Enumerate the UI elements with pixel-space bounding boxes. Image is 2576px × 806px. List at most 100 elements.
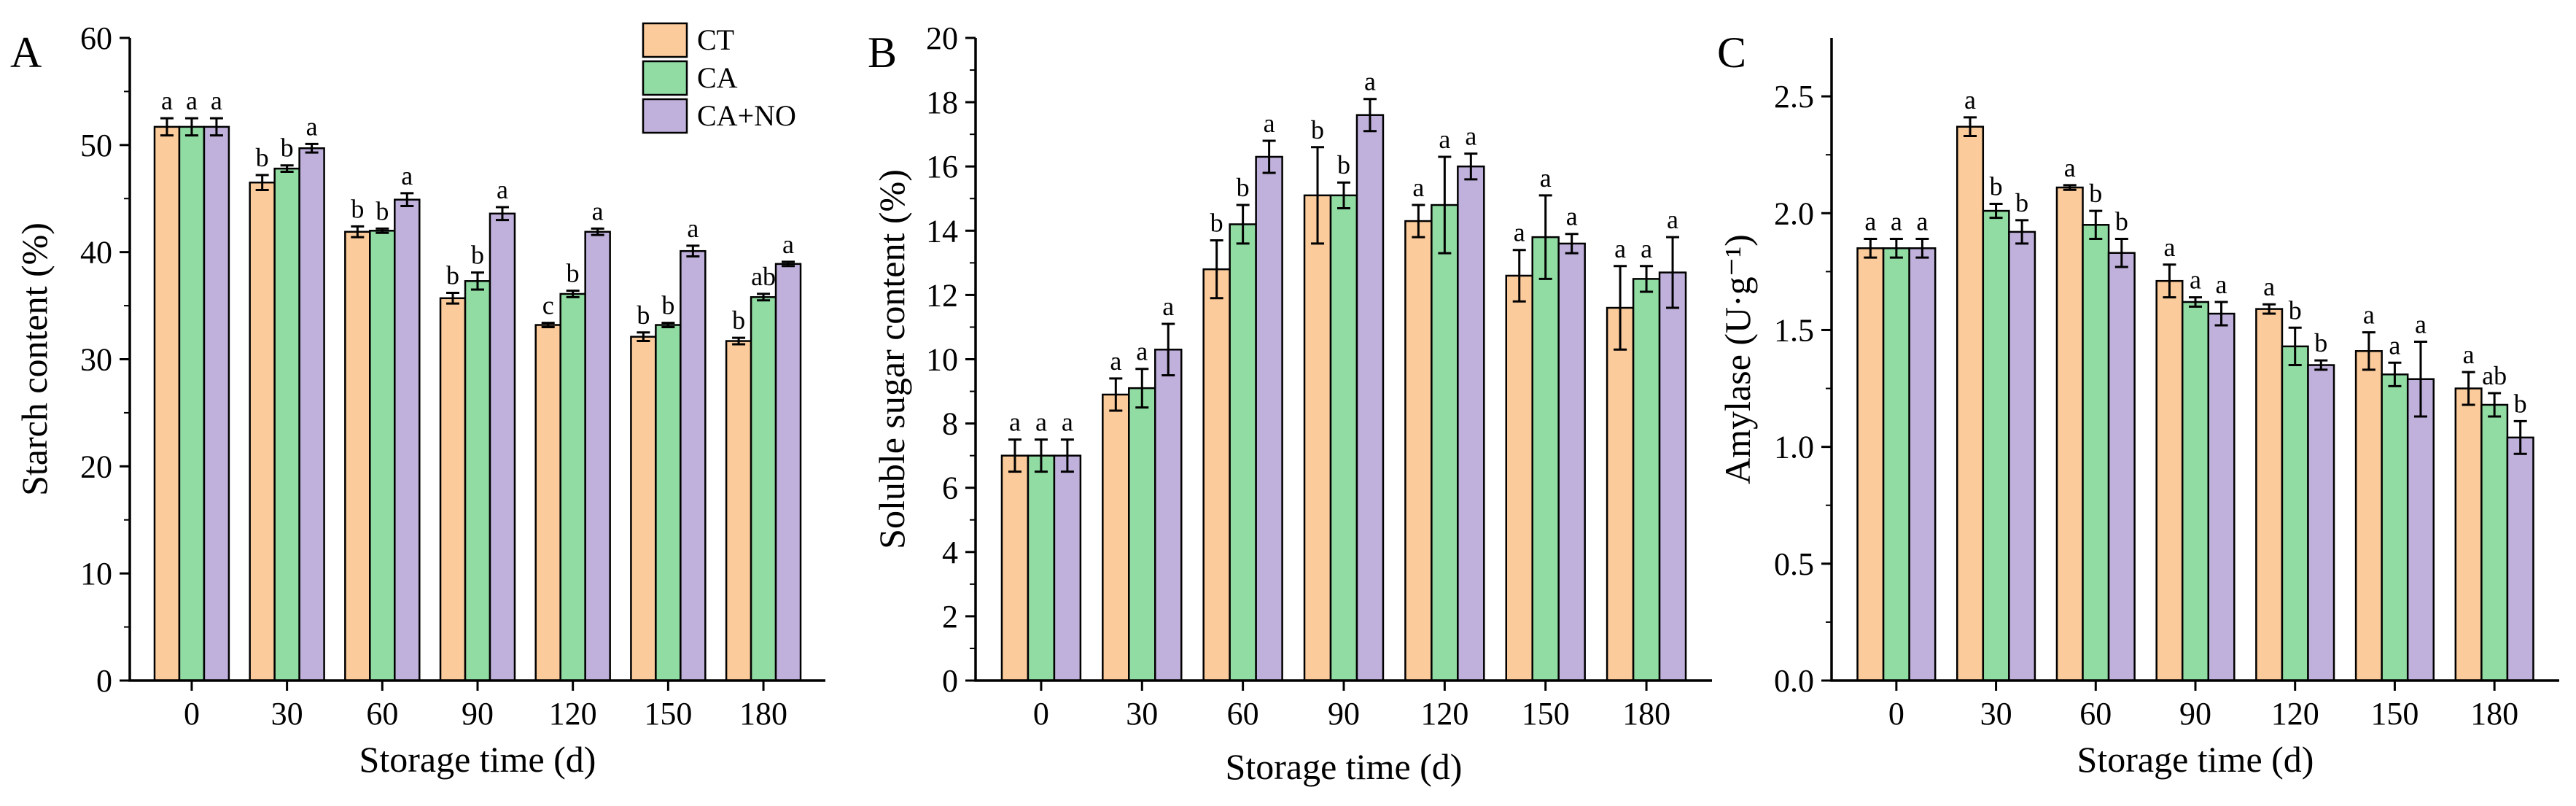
significance-label: a [1110, 346, 1121, 376]
bar-c-ct-180 [2454, 387, 2483, 682]
significance-label: b [1210, 209, 1223, 238]
error-bar [1464, 152, 1478, 181]
bar-a-ca-150 [655, 324, 682, 682]
error-bar [2488, 392, 2502, 418]
significance-label: a [782, 230, 794, 259]
error-bar [782, 260, 795, 268]
error-bar [2388, 361, 2402, 387]
error-bar [732, 336, 746, 346]
bar-b-ca-90 [1329, 194, 1358, 682]
significance-label: a [2216, 270, 2227, 299]
significance-label: b [2314, 328, 2327, 357]
bar-c-ct-90 [2155, 279, 2184, 682]
error-bar [2513, 419, 2527, 455]
significance-label: b [661, 291, 674, 320]
error-bar [1034, 438, 1048, 473]
x-axis-label: Storage time (d) [2077, 739, 2314, 780]
x-tick-label: 90 [1328, 696, 1360, 732]
y-tick-label: 50 [80, 128, 112, 163]
panel-letter: C [1717, 28, 1746, 77]
legend-label: CA [697, 61, 738, 94]
error-bar [1337, 181, 1350, 209]
error-bar [1412, 204, 1425, 239]
error-bar [1161, 322, 1175, 377]
significance-label: a [1364, 67, 1376, 96]
error-bar [661, 322, 675, 328]
bar-c-ct-150 [2354, 350, 2383, 682]
bar-a-ct-60 [344, 230, 371, 682]
significance-label: a [2415, 309, 2427, 338]
x-tick-label: 180 [739, 696, 787, 732]
significance-label: b [1337, 150, 1350, 179]
significance-label: ab [751, 262, 776, 291]
y-tick-label: 6 [942, 470, 958, 506]
error-bar [566, 290, 580, 298]
significance-label: b [351, 194, 364, 223]
significance-label: a [161, 86, 173, 115]
bar-b-caplusno-30 [1154, 349, 1183, 682]
bar-b-ct-60 [1202, 268, 1231, 682]
significance-label: b [2015, 188, 2028, 217]
significance-label: a [186, 86, 198, 115]
legend: CT CA CA+NO [642, 22, 796, 134]
error-bar [1614, 265, 1627, 351]
error-bar [1262, 139, 1276, 174]
error-bar [375, 227, 389, 234]
y-tick-label: 10 [926, 342, 958, 378]
y-tick-label: 1.0 [1774, 430, 1814, 465]
significance-label: b [567, 259, 580, 288]
x-tick-label: 30 [271, 696, 303, 732]
significance-label: a [2363, 301, 2375, 330]
bar-a-ct-120 [534, 324, 561, 682]
error-bar [591, 227, 604, 236]
y-tick-label: 8 [942, 406, 958, 442]
significance-label: b [256, 143, 269, 172]
bar-c-caplusno-60 [2107, 252, 2136, 682]
bar-a-caplusno-120 [584, 230, 611, 682]
error-bar [2314, 359, 2328, 371]
y-tick-label: 30 [80, 342, 112, 378]
y-tick-label: 60 [80, 20, 112, 56]
significance-label: a [1667, 205, 1678, 234]
error-bar [446, 291, 460, 305]
error-bar [1989, 202, 2003, 220]
y-tick-label: 12 [926, 277, 958, 313]
bar-c-ct-30 [1956, 125, 1985, 682]
error-bar [351, 225, 365, 239]
significance-label: c [542, 291, 554, 320]
y-tick-label: 16 [926, 149, 958, 185]
error-bar [305, 142, 319, 154]
error-bar [2015, 219, 2029, 245]
significance-label: a [1641, 234, 1652, 263]
bar-c-ca-30 [1982, 209, 2010, 682]
error-bar [255, 174, 269, 192]
significance-label: b [2115, 207, 2128, 236]
error-bar [2413, 340, 2427, 418]
significance-label: a [306, 112, 318, 141]
legend-label: CT [697, 23, 734, 56]
error-bar [1008, 438, 1022, 473]
significance-label: a [1864, 207, 1876, 236]
bar-a-ct-0 [153, 125, 181, 682]
x-tick-label: 120 [1420, 696, 1468, 732]
significance-label: a [1465, 122, 1476, 151]
bar-b-ct-0 [1000, 454, 1030, 682]
bar-a-ct-30 [249, 181, 276, 682]
bar-b-ca-0 [1027, 454, 1056, 682]
bar-a-caplusno-180 [774, 263, 802, 682]
x-tick-label: 120 [549, 696, 597, 732]
x-tick-label: 90 [462, 696, 494, 732]
bar-b-ct-120 [1404, 220, 1433, 682]
bar-a-ca-120 [559, 292, 586, 682]
error-bar [2288, 326, 2302, 367]
significance-label: b [281, 133, 294, 163]
significance-label: b [637, 301, 650, 330]
error-bar [1236, 204, 1250, 245]
significance-label: a [2389, 330, 2400, 360]
bar-b-caplusno-90 [1355, 114, 1385, 682]
error-bar [2189, 296, 2202, 308]
bar-c-caplusno-180 [2506, 436, 2534, 682]
bar-a-caplusno-60 [394, 198, 421, 682]
